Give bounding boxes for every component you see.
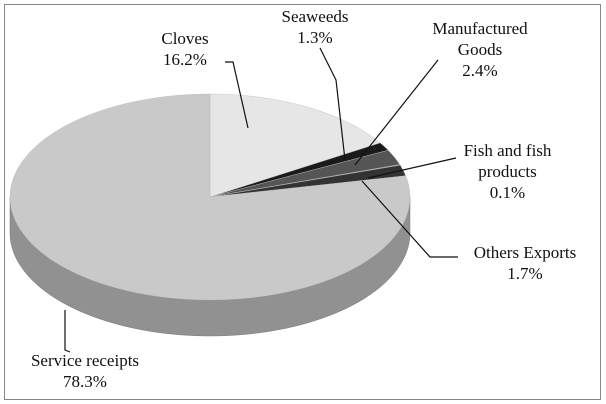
- value-label: 1.3%: [297, 28, 333, 47]
- slice: [9, 93, 411, 301]
- value-label: 2.4%: [462, 61, 498, 80]
- value-label: 0.1%: [489, 183, 526, 202]
- category-label: Fish and fish products: [463, 141, 552, 181]
- slice-label: Seaweeds 1.3%: [260, 6, 370, 48]
- leader-line: [225, 61, 249, 129]
- slice-label: Fish and fish products 0.1%: [450, 140, 565, 203]
- value-label: 78.3%: [63, 372, 107, 391]
- slice-label: Others Exports 1.7%: [460, 242, 590, 284]
- leader-line: [354, 59, 439, 166]
- category-label: Others Exports: [473, 243, 577, 262]
- leader-line: [367, 157, 457, 179]
- category-label: Cloves: [161, 29, 209, 48]
- slice-label: Manufactured Goods 2.4%: [415, 18, 545, 81]
- value-label: 16.2%: [163, 50, 207, 69]
- leader-line: [319, 47, 346, 161]
- slice-label: Service receipts 78.3%: [10, 350, 160, 392]
- category-label: Service receipts: [30, 351, 140, 370]
- frame: [4, 4, 601, 400]
- category-label: Manufactured Goods: [432, 19, 528, 59]
- slice-label: Cloves 16.2%: [140, 28, 230, 70]
- leader-line: [64, 310, 71, 353]
- category-label: Seaweeds: [281, 7, 349, 26]
- value-label: 1.7%: [507, 264, 543, 283]
- slice: [209, 93, 381, 198]
- leader-line: [361, 180, 458, 258]
